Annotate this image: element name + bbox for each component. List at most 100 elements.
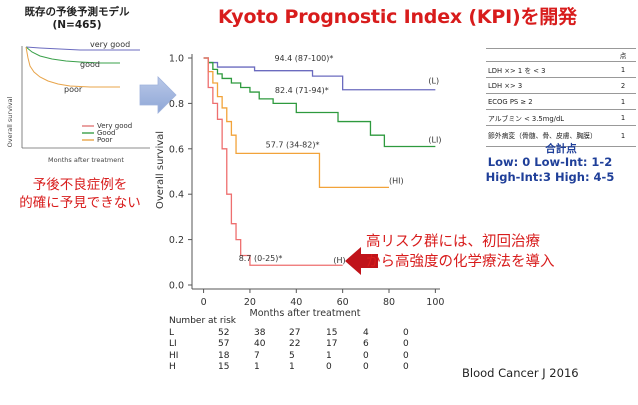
- old-model-legend-good: Good: [97, 129, 115, 137]
- citation: Blood Cancer J 2016: [462, 366, 579, 380]
- km-annotation: 57.7 (34-82)*: [266, 140, 320, 149]
- score-points: 1: [610, 93, 636, 110]
- km-y-tick-label: 0.0: [169, 281, 184, 292]
- km-annotation: 82.4 (71-94)*: [275, 86, 329, 95]
- page-title: Kyoto Prognostic Index (KPI)を開発: [218, 6, 577, 28]
- km-x-tick-label: 100: [426, 297, 444, 308]
- old-model-label-very-good: very good: [90, 40, 130, 49]
- km-series-hi: [203, 57, 390, 189]
- km-y-tick-label: 0.6: [169, 144, 184, 155]
- number-at-risk-header: Number at risk: [169, 316, 237, 326]
- score-table-row: 節外病変（骨髄、骨、皮膚、胸膜） 1: [486, 125, 636, 147]
- old-model-xlabel: Months after treatment: [48, 156, 124, 164]
- km-x-tick-label: 20: [244, 297, 256, 308]
- score-table-row: アルブミン < 3.5mg/dL 1: [486, 109, 636, 126]
- risk-groups-line2: High-Int:3 High: 4-5: [485, 170, 615, 184]
- risk-cell: 52: [218, 327, 230, 338]
- km-xlabel: Months after treatment: [250, 308, 361, 319]
- risk-row-label: H: [169, 362, 176, 372]
- old-model-very-good-curve: [25, 46, 140, 51]
- score-table-row: LDH ×> 3 2: [486, 77, 636, 94]
- km-ylabel: Overall survival: [155, 131, 166, 209]
- km-x-tick-label: 80: [383, 297, 395, 308]
- km-y-tick-label: 0.2: [169, 235, 184, 246]
- km-x-tick-label: 60: [337, 297, 349, 308]
- kpi-score-table: 点 LDH ×> 1 を < 3 1 LDH ×> 3 2 ECOG PS ≥ …: [486, 48, 636, 147]
- arrow-right-icon: [139, 76, 177, 114]
- score-points: 1: [610, 61, 636, 78]
- old-model-title-line2: (N=465): [52, 19, 102, 31]
- km-y-tick-label: 0.8: [169, 99, 184, 110]
- total-score-label: 合計点: [545, 143, 577, 155]
- old-model-title: 既存の予後予測モデル (N=465): [2, 6, 152, 32]
- score-points: 1: [610, 125, 636, 147]
- score-table-header-factor: [486, 48, 610, 62]
- risk-row: HI 18 7 5 1 0 0: [169, 350, 409, 363]
- risk-cell: 7: [254, 350, 260, 361]
- risk-cell: 57: [218, 339, 230, 349]
- old-model-good-curve: [25, 46, 120, 64]
- risk-row: LI 57 40 22 17 6 0: [169, 339, 409, 351]
- risk-cell: 1: [254, 362, 260, 372]
- risk-row-label: HI: [169, 350, 179, 361]
- risk-cell: 4: [363, 327, 369, 338]
- old-model-caption-line1: 予後不良症例を: [32, 177, 128, 193]
- risk-cell: 22: [289, 339, 301, 349]
- old-model-legend-very-good: Very good: [97, 122, 132, 130]
- km-annotation: 94.4 (87-100)*: [274, 54, 333, 63]
- risk-cell: 38: [254, 327, 266, 338]
- callout-line2: から高強度の化学療法を導入: [366, 254, 555, 270]
- score-table-header-points: 点: [610, 48, 636, 62]
- risk-cell: 15: [326, 327, 338, 338]
- old-model-chart: Overall survival very good good poor Ver…: [6, 40, 150, 164]
- old-model-caption: 予後不良症例を 的確に予見できない: [0, 176, 160, 212]
- km-series-h: [203, 57, 343, 266]
- old-model-ylabel: Overall survival: [6, 96, 14, 147]
- risk-cell: 0: [403, 350, 409, 361]
- old-model-legend-poor: Poor: [97, 136, 113, 144]
- score-table-row: LDH ×> 1 を < 3 1: [486, 61, 636, 78]
- km-series-li: [203, 57, 436, 148]
- risk-cell: 0: [403, 362, 409, 372]
- km-y-tick-label: 0.4: [169, 190, 184, 201]
- score-table-header: 点: [486, 48, 636, 62]
- score-factor: 節外病変（骨髄、骨、皮膚、胸膜）: [486, 125, 610, 147]
- km-series-label: (L): [428, 77, 439, 86]
- score-factor: LDH ×> 1 を < 3: [486, 61, 610, 78]
- risk-cell: 0: [363, 362, 369, 372]
- risk-cell: 5: [289, 350, 295, 361]
- old-model-label-good: good: [80, 60, 100, 69]
- old-model-poor-curve: [25, 46, 120, 88]
- old-model-title-line1: 既存の予後予測モデル: [24, 6, 130, 18]
- km-annotation: 8.7 (0-25)*: [239, 254, 283, 263]
- risk-groups-line1: Low: 0 Low-Int: 1-2: [487, 155, 613, 169]
- risk-cell: 0: [363, 350, 369, 361]
- number-at-risk-table: Number at risk L 52 38 27 15 4 0 LI 57 40 22 17 6 0 HI…: [169, 316, 409, 374]
- risk-row: L 52 38 27 15 4 0: [169, 327, 409, 340]
- risk-cell: 1: [326, 350, 332, 361]
- km-series-label: (H): [333, 256, 345, 265]
- risk-row-label: L: [169, 327, 175, 338]
- km-x-tick-label: 0: [201, 297, 207, 308]
- risk-cell: 0: [403, 339, 409, 349]
- risk-cell: 17: [326, 339, 338, 349]
- km-series-label: (HI): [389, 177, 404, 186]
- callout-line1: 高リスク群には、初回治療: [366, 234, 540, 250]
- risk-cell: 0: [403, 327, 409, 338]
- risk-row: H 15 1 1 0 0 0: [169, 362, 409, 374]
- risk-row-label: LI: [169, 339, 177, 349]
- km-series-label: (LI): [428, 136, 441, 145]
- risk-cell: 40: [254, 339, 266, 349]
- risk-cell: 15: [218, 362, 230, 372]
- risk-cell: 6: [363, 339, 369, 349]
- risk-cell: 1: [289, 362, 295, 372]
- arrow-left-icon: [345, 247, 378, 275]
- score-points: 1: [610, 109, 636, 126]
- score-factor: ECOG PS ≥ 2: [486, 93, 610, 110]
- risk-cell: 18: [218, 350, 230, 361]
- old-model-label-poor: poor: [64, 85, 83, 94]
- risk-cell: 0: [326, 362, 332, 372]
- km-y-tick-label: 1.0: [169, 54, 184, 65]
- score-factor: アルブミン < 3.5mg/dL: [486, 109, 610, 126]
- old-model-caption-line2: 的確に予見できない: [19, 195, 141, 211]
